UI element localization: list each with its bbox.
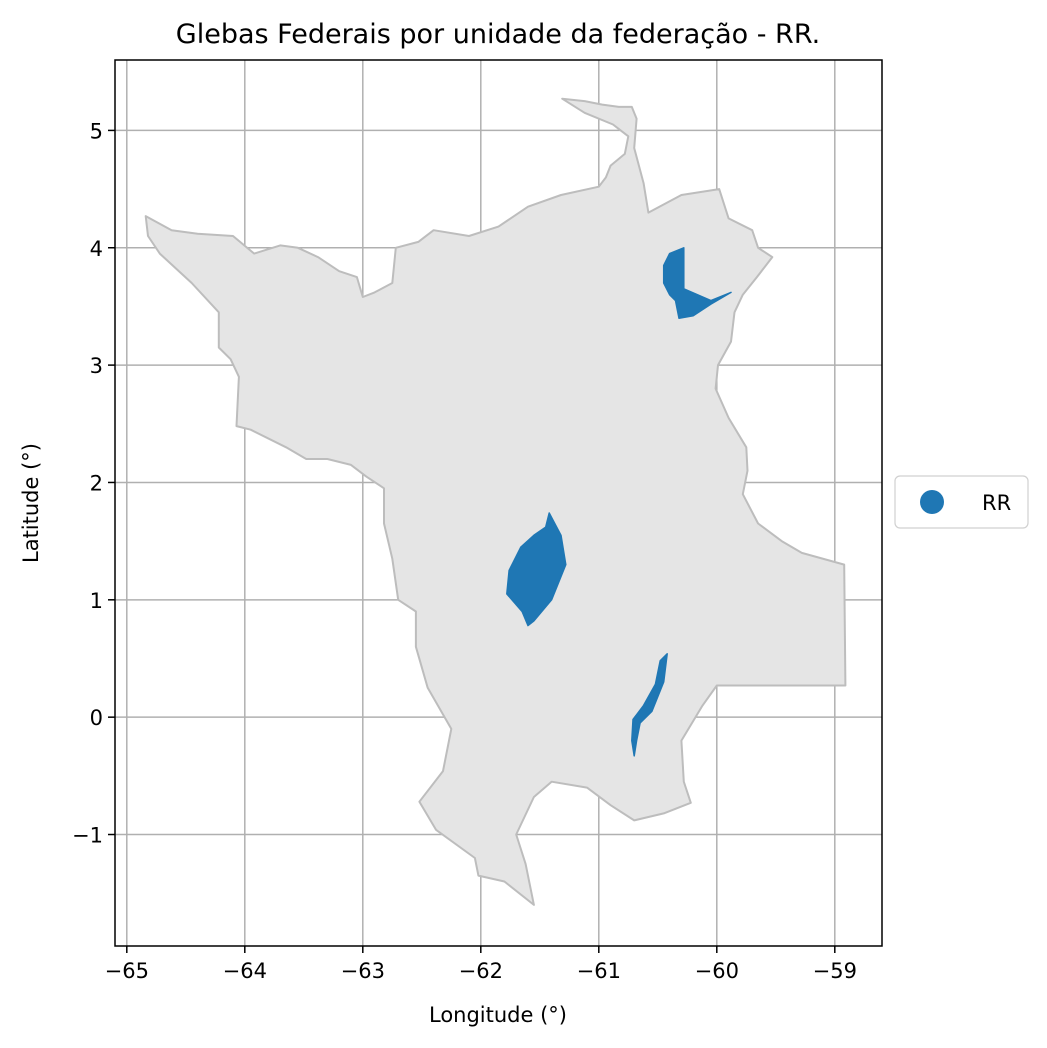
x-tick-label: −60 <box>695 959 739 983</box>
y-axis-label: Latitude (°) <box>19 443 43 563</box>
x-axis: −65 −64 −63 −62 −61 −60 −59 <box>105 946 857 983</box>
y-tick-label: 1 <box>90 589 103 613</box>
chart-title: Glebas Federais por unidade da federação… <box>176 19 820 50</box>
legend-box <box>894 475 1029 529</box>
y-tick-label: 0 <box>90 706 103 730</box>
state-outline-layer <box>144 97 847 906</box>
x-tick-label: −61 <box>577 959 621 983</box>
y-tick-label: −1 <box>72 824 103 848</box>
state-outline-rr <box>144 97 847 906</box>
legend-marker-rr <box>920 490 944 514</box>
glebas-layer <box>506 247 732 757</box>
gleba-polygon-1 <box>662 247 732 319</box>
x-axis-label: Longitude (°) <box>429 1003 567 1027</box>
x-tick-label: −65 <box>105 959 149 983</box>
x-tick-label: −62 <box>459 959 503 983</box>
x-tick-label: −59 <box>813 959 857 983</box>
legend: RR <box>894 475 1029 529</box>
y-tick-label: 5 <box>90 119 103 143</box>
y-tick-label: 2 <box>90 471 103 495</box>
y-tick-label: 4 <box>90 237 103 261</box>
x-tick-label: −64 <box>223 959 267 983</box>
x-tick-label: −63 <box>341 959 385 983</box>
gleba-polygon-3 <box>631 653 668 757</box>
legend-label-rr: RR <box>982 491 1011 515</box>
y-tick-label: 3 <box>90 354 103 378</box>
y-axis: −1 0 1 2 3 4 5 <box>72 119 115 848</box>
gleba-polygon-2 <box>506 512 567 627</box>
plot-frame <box>114 59 883 947</box>
